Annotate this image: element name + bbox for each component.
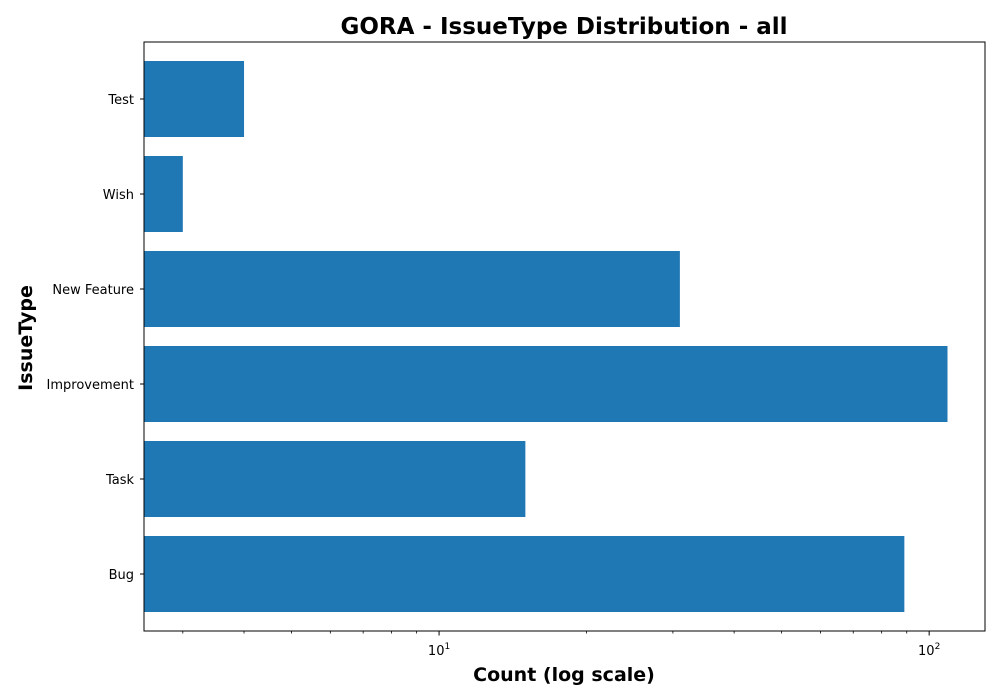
chart-title: GORA - IssueType Distribution - all [340, 14, 787, 40]
y-tick-label: Improvement [47, 378, 134, 393]
x-axis-label: Count (log scale) [473, 664, 655, 686]
y-tick-label: Wish [103, 188, 134, 203]
y-axis-label: IssueType [15, 285, 37, 391]
x-tick-label: 102 [918, 642, 940, 659]
bar-bug [144, 536, 905, 612]
y-tick-label: Task [105, 473, 135, 488]
bar-test [144, 61, 245, 137]
x-tick-label: 101 [428, 642, 450, 659]
y-tick-label: Bug [109, 568, 134, 583]
bar-new-feature [144, 251, 680, 327]
bar-wish [144, 156, 183, 232]
plot-frame [143, 41, 986, 632]
bar-improvement [144, 346, 948, 422]
bar-task [144, 441, 526, 517]
y-tick-label: Test [107, 93, 134, 108]
y-axis-ticks: Bug Task Improvement New Feature Wish Test [47, 93, 144, 583]
bars-group [144, 61, 948, 612]
y-tick-label: New Feature [52, 283, 134, 298]
x-axis-ticks: 101 102 [182, 631, 940, 659]
